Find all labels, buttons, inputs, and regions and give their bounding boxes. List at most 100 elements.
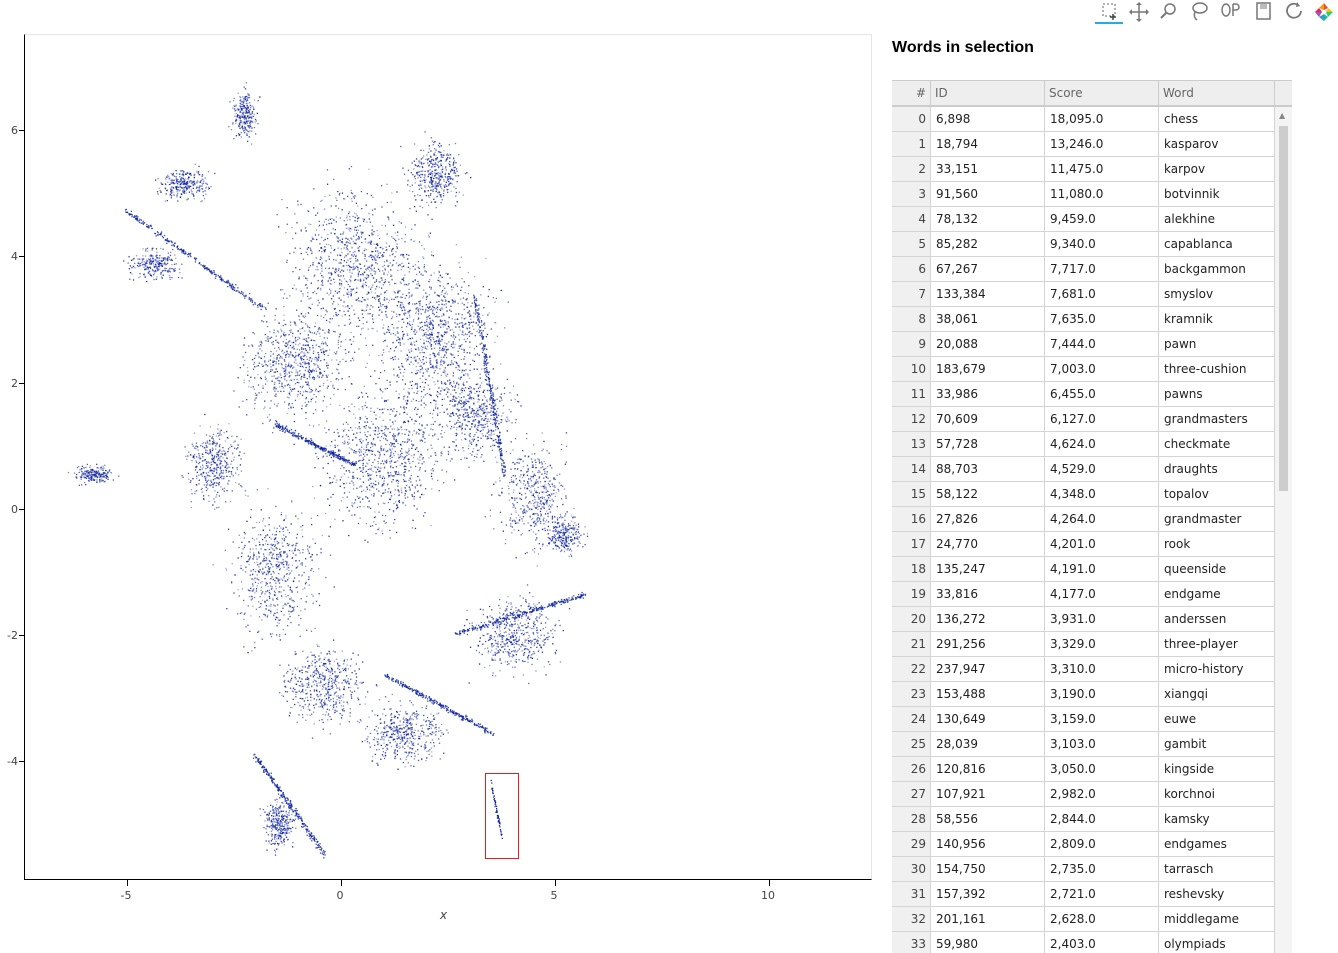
- row-score: 3,050.0: [1045, 757, 1159, 781]
- column-header-id[interactable]: ID: [931, 81, 1045, 105]
- row-score: 3,310.0: [1045, 657, 1159, 681]
- y-tick-label: 4: [0, 250, 18, 263]
- scatter-points[interactable]: [24, 34, 872, 880]
- save-icon[interactable]: [1250, 0, 1278, 24]
- row-score: 18,095.0: [1045, 107, 1159, 131]
- row-index: 29: [892, 832, 931, 856]
- row-word: pawn: [1159, 332, 1275, 356]
- row-word: tarrasch: [1159, 857, 1275, 881]
- table-scrollbar[interactable]: ▲: [1275, 107, 1292, 953]
- box-select-icon[interactable]: [1095, 0, 1123, 24]
- x-tick: [127, 880, 128, 886]
- row-index: 30: [892, 857, 931, 881]
- row-id: 58,556: [931, 807, 1045, 831]
- row-score: 4,201.0: [1045, 532, 1159, 556]
- row-word: xiangqi: [1159, 682, 1275, 706]
- row-score: 3,190.0: [1045, 682, 1159, 706]
- bokeh-logo-icon[interactable]: [1310, 0, 1338, 24]
- row-word: smyslov: [1159, 282, 1275, 306]
- row-id: 33,816: [931, 582, 1045, 606]
- lasso-icon[interactable]: [1185, 0, 1213, 24]
- row-index: 7: [892, 282, 931, 306]
- column-header-score[interactable]: Score: [1045, 81, 1159, 105]
- row-score: 3,329.0: [1045, 632, 1159, 656]
- scroll-thumb[interactable]: [1279, 126, 1288, 491]
- row-index: 20: [892, 607, 931, 631]
- x-tick: [341, 880, 342, 886]
- row-word: pawns: [1159, 382, 1275, 406]
- row-index: 10: [892, 357, 931, 381]
- row-score: 2,982.0: [1045, 782, 1159, 806]
- row-score: 3,159.0: [1045, 707, 1159, 731]
- row-index: 21: [892, 632, 931, 656]
- row-word: kramnik: [1159, 307, 1275, 331]
- column-header-word[interactable]: Word: [1159, 81, 1275, 105]
- y-tick-label: 2: [0, 377, 18, 390]
- selection-box[interactable]: [485, 773, 519, 859]
- row-id: 85,282: [931, 232, 1045, 256]
- scroll-up-icon[interactable]: ▲: [1279, 111, 1285, 120]
- row-id: 27,826: [931, 507, 1045, 531]
- y-tick: [19, 256, 24, 257]
- scatter-plot[interactable]: 6 4 2 0 -2 -4 -5 0 5 10 x: [0, 30, 880, 930]
- row-word: anderssen: [1159, 607, 1275, 631]
- row-word: olympiads: [1159, 932, 1275, 953]
- row-index: 25: [892, 732, 931, 756]
- row-id: 201,161: [931, 907, 1045, 931]
- hover-icon[interactable]: [1215, 0, 1243, 24]
- reset-icon[interactable]: [1280, 0, 1308, 24]
- row-index: 9: [892, 332, 931, 356]
- pan-icon[interactable]: [1125, 0, 1153, 24]
- row-word: botvinnik: [1159, 182, 1275, 206]
- row-id: 237,947: [931, 657, 1045, 681]
- row-score: 2,844.0: [1045, 807, 1159, 831]
- table-header: # ID Score Word: [892, 81, 1292, 107]
- row-score: 2,721.0: [1045, 882, 1159, 906]
- row-word: kasparov: [1159, 132, 1275, 156]
- row-word: kamsky: [1159, 807, 1275, 831]
- row-id: 59,980: [931, 932, 1045, 953]
- row-index: 16: [892, 507, 931, 531]
- zoom-icon[interactable]: [1155, 0, 1183, 24]
- row-index: 12: [892, 407, 931, 431]
- row-id: 88,703: [931, 457, 1045, 481]
- row-id: 33,151: [931, 157, 1045, 181]
- column-header-index[interactable]: #: [892, 81, 931, 105]
- x-tick: [769, 880, 770, 886]
- row-word: draughts: [1159, 457, 1275, 481]
